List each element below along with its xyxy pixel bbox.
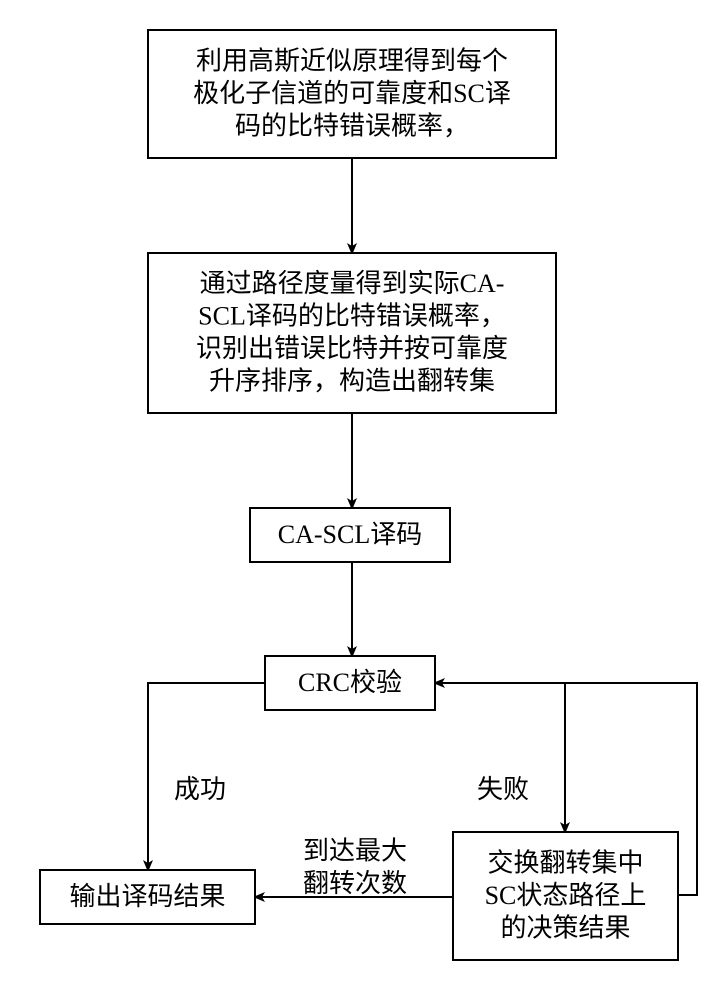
flow-node-n4-line-0: CRC校验 <box>298 668 402 697</box>
flow-node-n2-line-1: SCL译码的比特错误概率， <box>198 302 506 331</box>
flow-edge-4 <box>435 683 565 832</box>
flow-edge-label-4: 失败 <box>477 775 529 804</box>
flow-node-n1-line-0: 利用高斯近似原理得到每个 <box>196 46 508 75</box>
flow-node-n2-line-0: 通过路径度量得到实际CA- <box>200 269 505 298</box>
flow-node-n3-line-0: CA-SCL译码 <box>278 520 422 549</box>
flow-node-n5-line-0: 输出译码结果 <box>69 882 225 911</box>
flow-node-n1-line-1: 极化子信道的可靠度和SC译 <box>193 79 511 108</box>
flow-node-n2-line-2: 识别出错误比特并按可靠度 <box>196 334 508 363</box>
flow-edge-label-5-0: 到达最大 <box>303 837 407 866</box>
flow-node-n2-line-3: 升序排序，构造出翻转集 <box>209 367 495 396</box>
flow-edge-label-5-1: 翻转次数 <box>303 869 407 898</box>
flow-edge-label-3: 成功 <box>174 775 226 804</box>
flow-node-n6-line-2: 的决策结果 <box>500 913 630 942</box>
flow-node-n6-line-0: 交换翻转集中 <box>487 848 643 877</box>
flow-node-n1-line-2: 码的比特错误概率， <box>235 111 469 140</box>
flow-node-n6-line-1: SC状态路径上 <box>485 881 647 910</box>
